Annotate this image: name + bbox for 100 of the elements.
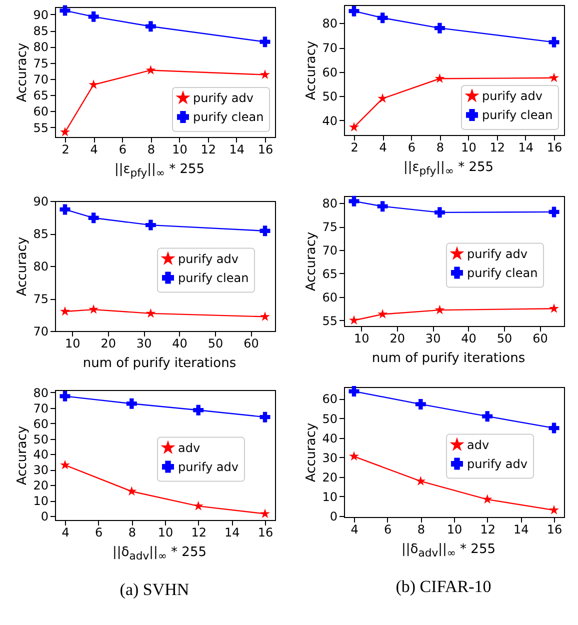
x-tick-label: 16 (546, 522, 562, 536)
y-tick-label: 70 (32, 324, 48, 338)
y-axis-title: Accuracy (14, 425, 30, 485)
text: (a) SVHN (120, 580, 190, 600)
point (377, 93, 388, 103)
x-tick-label: 12 (190, 525, 206, 540)
y-axis-title: Accuracy (304, 40, 319, 100)
point (60, 459, 70, 469)
x-tick-label: 8 (128, 525, 136, 540)
y-tick-label: 40 (322, 430, 337, 445)
x-tick-label: 30 (424, 331, 440, 346)
point (60, 126, 70, 136)
y-tick-label: 85 (32, 226, 48, 241)
y-tick-label: 70 (32, 72, 48, 86)
x-tick-label: 50 (207, 336, 223, 350)
point (548, 72, 558, 82)
point (192, 404, 204, 415)
x-tick-label: 8 (416, 522, 424, 536)
y-tick-label: 50 (32, 432, 48, 446)
legend-label: purify clean (178, 270, 248, 284)
y-tick-label: 50 (322, 90, 337, 104)
y-axis-title: Accuracy (304, 231, 319, 291)
x-tick-label: 6 (118, 142, 126, 156)
y-tick-label: 55 (32, 120, 48, 135)
y-tick-label: 80 (32, 385, 48, 400)
x-tick-label: 4 (61, 525, 69, 540)
point (376, 12, 388, 24)
x-tick-label: 16 (257, 525, 273, 540)
y-tick-label: 40 (322, 114, 337, 128)
point (145, 64, 156, 74)
x-tick-label: 40 (172, 336, 187, 350)
y-tick-label: 75 (32, 56, 48, 70)
point (192, 500, 203, 510)
legend-label: adv (178, 440, 200, 454)
y-tick-label: 30 (32, 462, 48, 477)
y-tick-label: 10 (32, 494, 48, 508)
point (348, 386, 359, 396)
point (145, 308, 156, 318)
point (548, 206, 559, 217)
point (434, 73, 444, 83)
point (414, 398, 426, 410)
x-axis-title: ||ε$_{pfy}$||$_{∞}$ * 255 (114, 162, 205, 180)
point (434, 304, 444, 314)
x-axis-title: ||ε$_{pfy}$||$_{∞}$ * 255 (403, 160, 494, 178)
x-tick-label: 10 (64, 336, 80, 350)
y-tick-label: 70 (322, 41, 337, 56)
point (259, 411, 270, 422)
point (348, 314, 358, 324)
y-axis-title: Accuracy (304, 422, 319, 482)
point (88, 11, 98, 22)
point (144, 21, 156, 32)
y-tick-label: 60 (322, 392, 337, 406)
y-tick-label: 80 (322, 196, 337, 210)
x-tick-label: 20 (389, 331, 404, 346)
x-tick-label: 40 (460, 331, 476, 346)
y-tick-label: 80 (32, 259, 48, 274)
point (434, 22, 444, 34)
x-tick-label: 2 (350, 140, 358, 154)
point (376, 200, 388, 212)
y-tick-label: 70 (32, 400, 48, 415)
point (260, 508, 270, 518)
y-tick-label: 0 (329, 509, 337, 524)
legend-label: purify adv (466, 456, 527, 470)
y-tick-label: 40 (32, 447, 48, 462)
point (482, 494, 492, 504)
y-tick-label: 90 (32, 8, 48, 22)
x-tick-label: 30 (136, 336, 152, 350)
x-tick-label: 12 (489, 140, 504, 154)
legend-label: purify adv (178, 459, 238, 474)
y-tick-label: 75 (322, 220, 337, 234)
point (259, 36, 270, 48)
y-tick-label: 70 (322, 243, 337, 258)
x-axis-title: ||δ$_{adv}$||$_{∞}$ * 255 (401, 542, 496, 560)
legend-label: purify adv (178, 251, 238, 266)
y-tick-label: 65 (322, 266, 337, 281)
x-tick-label: 6 (407, 140, 415, 154)
point (548, 422, 559, 433)
point (348, 6, 359, 16)
point (548, 36, 559, 48)
x-tick-label: 6 (94, 525, 102, 540)
y-tick-label: 30 (322, 450, 337, 464)
y-tick-label: 65 (32, 88, 48, 103)
x-axis-title: num of purify iterations (82, 356, 236, 371)
y-axis-title: Accuracy (14, 42, 30, 102)
point (59, 204, 70, 214)
point (259, 225, 270, 236)
x-tick-label: 12 (480, 522, 495, 536)
x-tick-label: 10 (460, 140, 476, 154)
point (548, 504, 558, 514)
point (126, 486, 136, 496)
x-tick-label: 4 (90, 142, 98, 156)
x-tick-label: 12 (200, 142, 216, 156)
point (88, 212, 98, 223)
legend-label: purify adv (192, 91, 253, 105)
x-tick-label: 6 (384, 522, 392, 536)
y-tick-label: 20 (322, 470, 337, 484)
x-tick-label: 10 (446, 522, 462, 536)
point (59, 390, 70, 402)
legend-label: purify clean (192, 110, 264, 124)
x-tick-label: 10 (354, 331, 369, 346)
